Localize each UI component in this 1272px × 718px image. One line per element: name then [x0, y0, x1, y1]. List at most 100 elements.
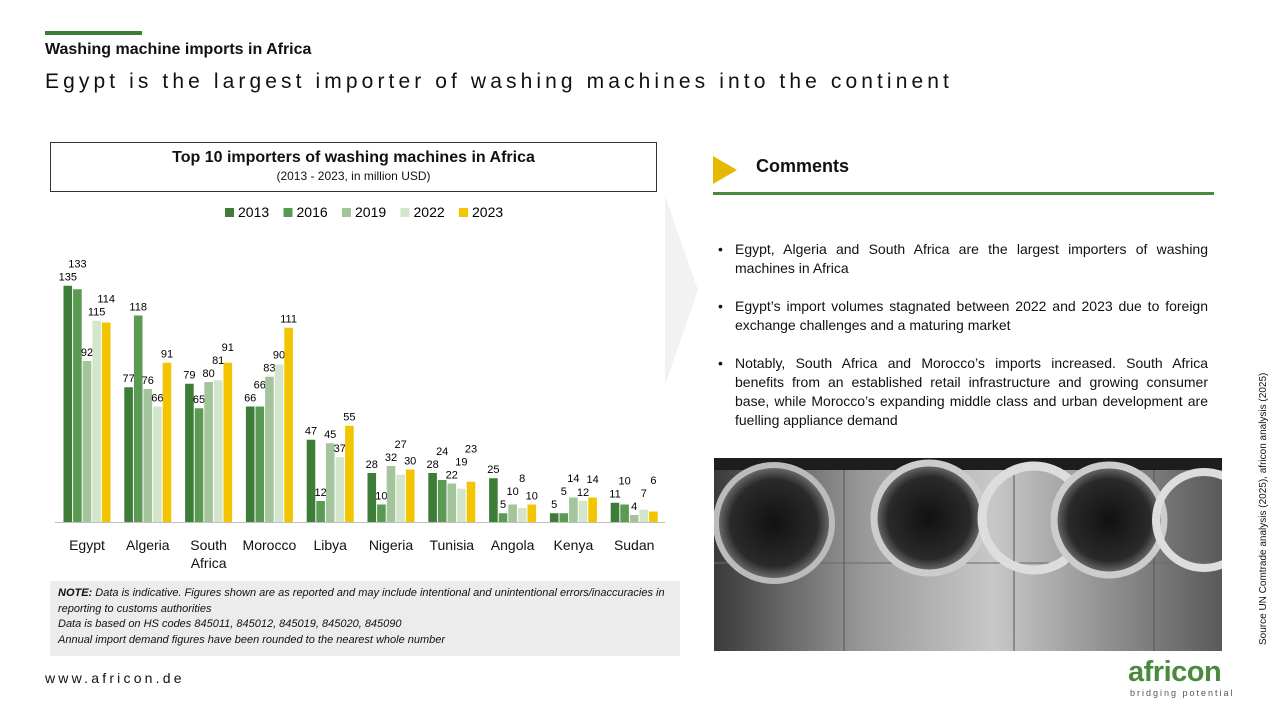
category-label: Tunisia: [429, 537, 475, 553]
bar: [274, 364, 284, 522]
bar: [466, 481, 476, 522]
legend: 2016: [297, 204, 328, 220]
data-label: 11: [609, 489, 620, 501]
bar: [306, 439, 316, 522]
legend-swatch: [283, 208, 293, 217]
comments-list: Egypt, Algeria and South Africa are the …: [716, 240, 1208, 449]
data-label: 76: [142, 375, 154, 387]
data-label: 133: [68, 259, 86, 271]
bar: [396, 474, 405, 522]
data-label: 47: [305, 426, 317, 438]
bar: [588, 497, 597, 522]
bar: [559, 513, 569, 522]
bar: [428, 473, 437, 522]
data-label: 66: [151, 392, 163, 404]
data-label: 7: [641, 488, 647, 500]
note-line: Data is indicative. Figures shown are as…: [58, 587, 665, 615]
data-label: 19: [455, 456, 467, 468]
bar: [265, 376, 274, 522]
chart-title-box: Top 10 importers of washing machines in …: [50, 142, 657, 192]
data-label: 10: [375, 490, 387, 502]
bar: [377, 504, 386, 522]
logo-tagline: bridging potential: [1130, 688, 1235, 698]
legend-swatch: [459, 208, 468, 217]
data-label: 22: [446, 469, 458, 481]
bar: [569, 497, 578, 522]
data-label: 45: [324, 429, 336, 441]
legend: 2022: [414, 204, 445, 220]
category-label: Nigeria: [368, 537, 414, 553]
bar: [162, 362, 172, 522]
data-label: 114: [97, 294, 115, 306]
bar: [508, 504, 517, 522]
bar: [629, 515, 639, 522]
bar: [335, 457, 345, 522]
category-label: South Africa: [190, 537, 227, 571]
data-label: 115: [88, 307, 106, 319]
bar: [255, 406, 265, 522]
data-label: 6: [650, 475, 656, 487]
data-label: 5: [551, 499, 557, 511]
data-label: 12: [314, 487, 326, 499]
logo: africon: [1128, 656, 1222, 688]
category-label: Algeria: [126, 537, 170, 553]
data-label: 12: [577, 487, 589, 499]
chart-title: Top 10 importers of washing machines in …: [172, 149, 535, 166]
comment: Notably, South Africa and Morocco’s impo…: [716, 354, 1208, 430]
data-label: 5: [500, 499, 506, 511]
data-label: 30: [404, 455, 416, 467]
bar: [517, 508, 527, 522]
data-label: 10: [506, 486, 518, 498]
bar: [73, 289, 82, 522]
bar: [63, 285, 73, 522]
legend: 2023: [472, 204, 503, 220]
bar: [345, 425, 354, 522]
category-label: Sudan: [613, 537, 655, 553]
bar: [245, 406, 255, 522]
bar: [325, 443, 335, 522]
data-label: 81: [212, 355, 224, 367]
bar: [527, 504, 537, 522]
data-label: 80: [202, 368, 214, 380]
bar: [124, 387, 133, 522]
category-label: Kenya: [553, 537, 594, 553]
comments-rule: [713, 192, 1214, 195]
chart-subtitle: (2013 - 2023, in million USD): [276, 169, 431, 183]
bar: [185, 383, 194, 522]
category-label: Angola: [490, 537, 535, 553]
category-label: Egypt: [69, 537, 105, 553]
bar: [386, 466, 396, 522]
data-label: 79: [183, 370, 195, 382]
data-label: 91: [222, 342, 234, 354]
bar: [316, 501, 325, 522]
data-label: 37: [334, 443, 346, 455]
bar: [610, 502, 620, 522]
bar: [153, 406, 162, 522]
photo: [714, 458, 1222, 651]
bar: [92, 320, 101, 522]
bar: [82, 361, 92, 522]
data-label: 111: [280, 314, 297, 326]
category-label: Morocco: [242, 537, 297, 553]
bar: [213, 380, 223, 522]
category-label: Libya: [313, 537, 347, 553]
legend-swatch: [342, 208, 351, 217]
data-label: 118: [129, 301, 147, 313]
data-label: 28: [366, 459, 378, 471]
bar: [194, 408, 204, 522]
bar: [549, 513, 559, 522]
kicker: Washing machine imports in Africa: [45, 41, 312, 58]
data-label: 23: [465, 443, 477, 455]
data-label: 8: [519, 473, 525, 485]
data-label: 55: [343, 412, 355, 424]
comment: Egypt’s import volumes stagnated between…: [716, 297, 1208, 335]
data-label: 83: [263, 363, 275, 375]
legend: 2013: [238, 204, 269, 220]
data-label: 28: [426, 459, 438, 471]
bar: [578, 501, 588, 522]
data-label: 27: [394, 439, 406, 451]
slide-title: Egypt is the largest importer of washing…: [45, 70, 953, 93]
note-line: Annual import demand figures have been r…: [58, 633, 446, 646]
data-label: 32: [385, 452, 397, 464]
